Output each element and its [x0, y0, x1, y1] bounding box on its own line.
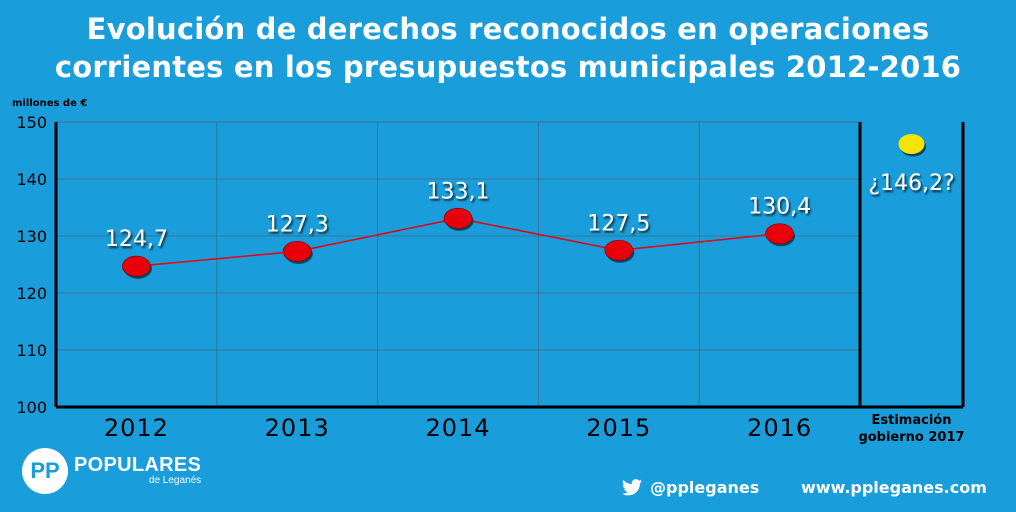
twitter-handle-text: @ppleganes: [650, 478, 760, 497]
data-label: 127,5: [587, 211, 650, 236]
estimate-category-label: Estimación: [872, 413, 952, 428]
y-tick-label: 140: [16, 170, 47, 189]
y-tick-label: 110: [16, 341, 47, 360]
estimate-point: [898, 134, 925, 154]
data-label: 124,7: [105, 227, 168, 252]
logo-name: POPULARES: [74, 454, 202, 476]
y-tick-label: 100: [16, 398, 47, 417]
pp-logo-mark: PP: [22, 448, 68, 494]
logo-sub: de Leganés: [148, 475, 202, 486]
data-point: [282, 240, 312, 262]
estimate-category-label: gobierno 2017: [858, 430, 964, 445]
pp-logo: PP POPULARES de Leganés: [22, 448, 201, 494]
data-point: [121, 255, 151, 277]
x-tick-label: 2014: [425, 414, 490, 442]
x-tick-label: 2016: [747, 414, 812, 442]
website-link[interactable]: www.ppleganes.com: [801, 478, 987, 497]
data-point: [443, 207, 473, 229]
estimate-label: ¿146,2?: [868, 171, 954, 196]
chart-title: Evolución de derechos reconocidos en ope…: [0, 10, 1016, 86]
y-axis-label: millones de €: [12, 98, 87, 109]
data-label: 130,4: [748, 195, 811, 220]
y-tick-label: 150: [16, 113, 47, 132]
title-line-2: corrientes en los presupuestos municipal…: [54, 50, 962, 84]
data-point: [765, 223, 794, 245]
x-tick-label: 2013: [265, 414, 330, 442]
x-tick-label: 2012: [104, 414, 169, 442]
data-point: [604, 239, 634, 261]
twitter-handle[interactable]: @ppleganes: [622, 478, 759, 497]
x-tick-label: 2015: [586, 414, 651, 442]
data-label: 133,1: [427, 179, 490, 204]
data-label: 127,3: [266, 212, 329, 237]
twitter-bird-icon: [622, 479, 642, 496]
title-line-1: Evolución de derechos reconocidos en ope…: [86, 12, 930, 46]
y-tick-label: 120: [16, 284, 47, 303]
y-tick-label: 130: [16, 227, 47, 246]
